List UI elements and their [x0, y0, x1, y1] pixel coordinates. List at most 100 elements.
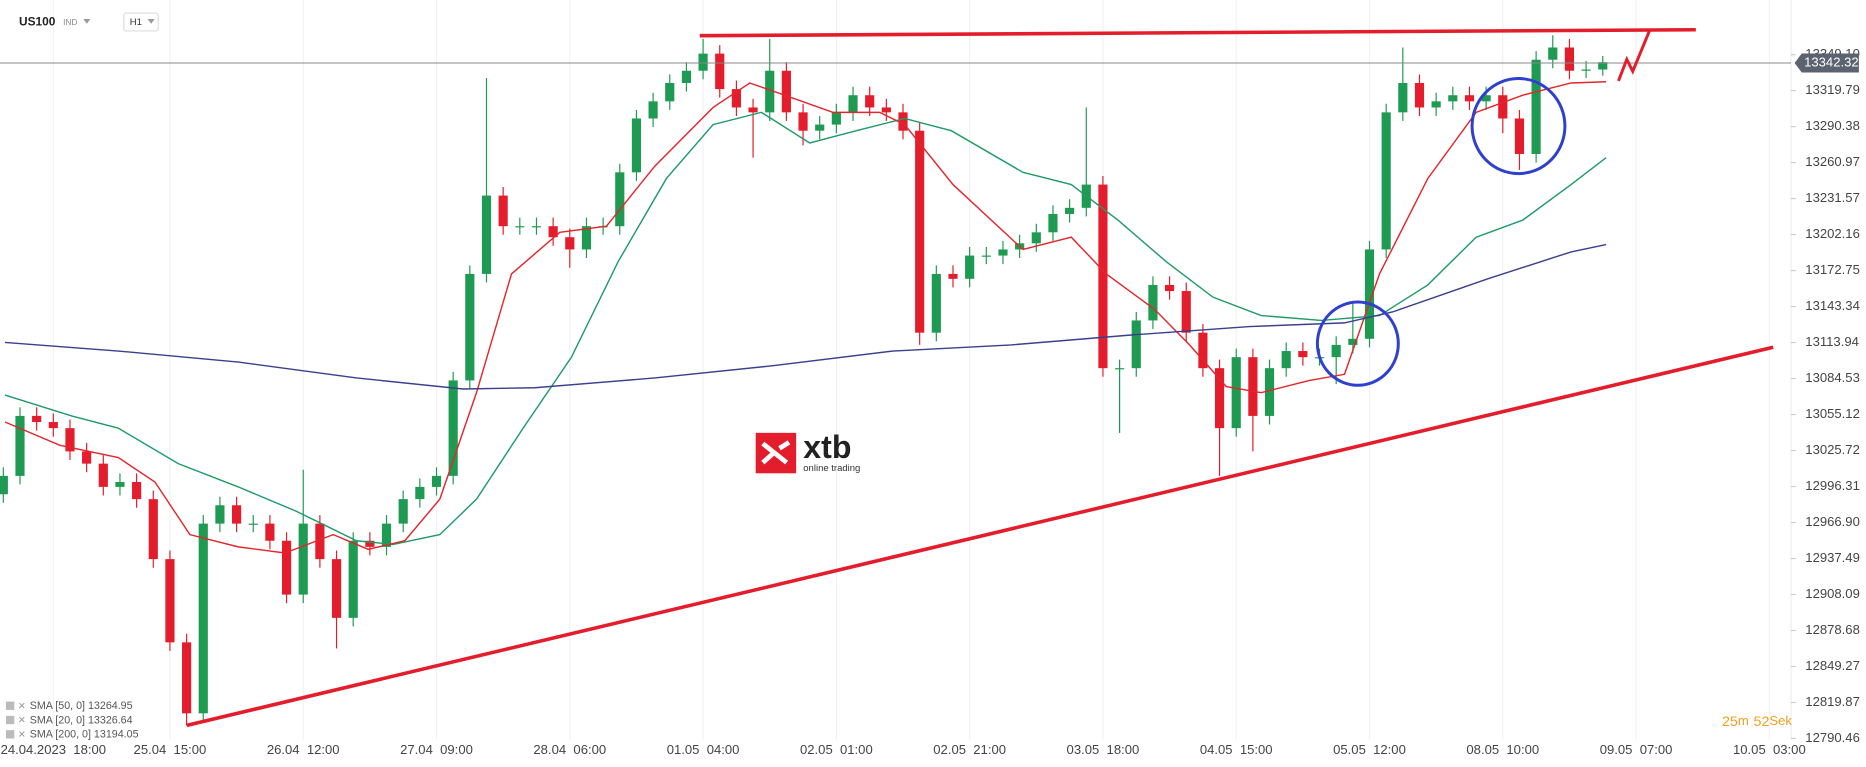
- candle-body: [1065, 207, 1075, 214]
- legend-label: SMA [50, 0] 13264.95: [30, 700, 133, 712]
- x-tick-label: 09.05 07:00: [1600, 742, 1673, 757]
- candle-body: [581, 226, 592, 250]
- legend-icon: [5, 701, 15, 710]
- logo: xtb online trading: [755, 429, 860, 474]
- candle-body: [1548, 47, 1558, 60]
- candle-body: [182, 642, 192, 714]
- logo-x: [761, 440, 791, 465]
- y-tick-label: 13143.34: [1805, 298, 1860, 313]
- candle-body: [331, 559, 342, 618]
- candle-body: [715, 53, 725, 90]
- candle-body: [565, 237, 575, 250]
- candle-body: [15, 415, 25, 476]
- candle-body: [65, 428, 75, 452]
- timeframe-button[interactable]: [123, 12, 159, 32]
- y-tick-label: 13260.97: [1805, 154, 1860, 169]
- candle-body: [1331, 344, 1341, 358]
- logo-text: xtb: [803, 429, 851, 465]
- candle-body: [115, 482, 125, 487]
- annotations: [186, 27, 1774, 728]
- symbol: US100: [19, 15, 56, 29]
- candle-body: [948, 273, 958, 279]
- x-tick-label: 04.05 15:00: [1200, 742, 1273, 757]
- timer-seconds: 52: [1754, 714, 1770, 730]
- candle-body: [798, 112, 808, 131]
- x-tick-label: 26.04 12:00: [267, 742, 340, 757]
- candle-body: [915, 130, 925, 333]
- candle-body: [1115, 368, 1125, 370]
- candle-body: [998, 249, 1008, 256]
- candle-body: [1414, 82, 1425, 108]
- legend: ✕ SMA [50, 0] 13264.95 ✕ SMA [20, 0] 13326.…: [5, 700, 139, 741]
- y-tick-label: 13319.79: [1805, 82, 1860, 97]
- candle-body: [1098, 184, 1108, 369]
- candle-body: [1248, 357, 1258, 416]
- candle-body: [465, 273, 475, 381]
- candle-body: [298, 523, 308, 595]
- y-tick-label: 13202.16: [1805, 226, 1860, 241]
- candle-body: [198, 523, 208, 714]
- candle-body: [1281, 351, 1291, 369]
- legend-label: SMA [20, 0] 13326.64: [30, 714, 133, 726]
- x-tick-label: 03.05 18:00: [1067, 742, 1140, 757]
- candle-body: [98, 463, 108, 487]
- y-tick-label: 12790.46: [1805, 730, 1860, 745]
- projection: [1617, 30, 1651, 82]
- legend-icon: [5, 730, 15, 739]
- candle-body: [548, 226, 558, 238]
- candle-body: [1581, 69, 1591, 71]
- x-tick-label: 02.05 01:00: [800, 742, 873, 757]
- candle-body: [831, 112, 841, 125]
- candle-body: [0, 475, 8, 495]
- candle-body: [981, 255, 991, 257]
- candle-body: [215, 505, 225, 524]
- dropdown-arrow[interactable]: [83, 19, 91, 24]
- candle-body: [1181, 291, 1191, 333]
- legend-close: ✕: [18, 701, 26, 712]
- candle-body: [815, 124, 825, 131]
- candle-body: [148, 499, 158, 560]
- timer-minutes: 25: [1722, 714, 1738, 730]
- y-tick-label: 12878.68: [1805, 622, 1860, 637]
- y-tick-label: 13290.38: [1805, 118, 1860, 133]
- y-tick-label: 13231.57: [1805, 190, 1860, 205]
- candle-body: [398, 499, 408, 524]
- candle-body: [265, 523, 275, 541]
- candle-body: [1048, 213, 1058, 233]
- candle-body: [48, 422, 58, 429]
- timer: 25m 52Sek: [1722, 713, 1792, 729]
- candle-body: [348, 540, 358, 618]
- timer-m: m: [1738, 713, 1749, 728]
- y-tick-label: 13113.94: [1805, 334, 1859, 349]
- y-tick-label: 12819.87: [1805, 694, 1860, 709]
- candle-body: [281, 540, 292, 595]
- candle-body: [1598, 62, 1608, 70]
- trend-line: [186, 345, 1774, 728]
- x-tick-label: 01.05 04:00: [667, 742, 740, 757]
- last-price-tag: [1794, 53, 1859, 73]
- candle-body: [32, 415, 42, 423]
- candle-body: [665, 82, 675, 102]
- candle-body: [381, 523, 392, 547]
- dropdown-arrow: [147, 19, 155, 24]
- candle-body: [531, 226, 542, 228]
- candle-body: [1431, 101, 1441, 108]
- x-tick-label: 10.05 03:00: [1733, 742, 1806, 757]
- x-tick-label: 24.04.2023 18:00: [1, 742, 106, 757]
- resistance-line: [699, 27, 1696, 38]
- candle-body: [448, 380, 458, 476]
- candle-body: [1031, 232, 1041, 244]
- candle-body: [1348, 338, 1358, 345]
- x-tick-label: 08.05 10:00: [1466, 742, 1539, 757]
- y-tick-label: 13084.53: [1805, 370, 1860, 385]
- candle-body: [1165, 284, 1175, 292]
- y-tick-label: 12849.27: [1805, 658, 1860, 673]
- candle-body: [1231, 357, 1241, 429]
- candle-body: [481, 195, 492, 274]
- candle-body: [765, 70, 775, 113]
- y-tick-label: 12908.09: [1805, 586, 1860, 601]
- candle-body: [1264, 368, 1275, 416]
